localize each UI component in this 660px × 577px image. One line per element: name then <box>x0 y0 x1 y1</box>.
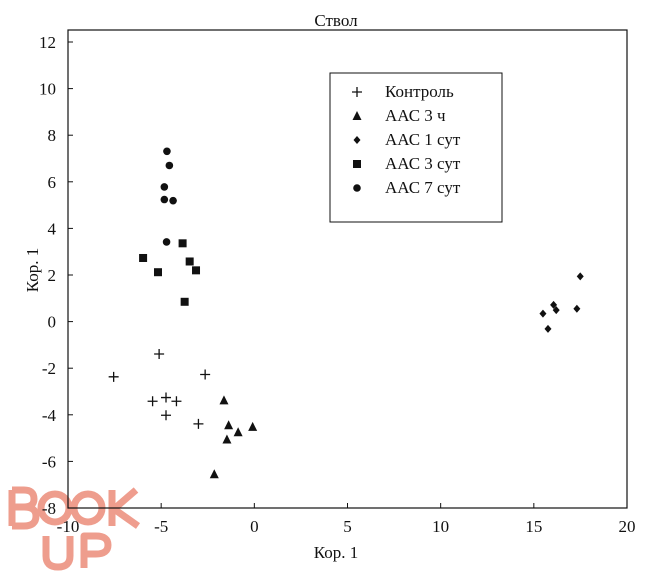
data-point-square <box>178 239 187 248</box>
legend-marker-circle <box>353 184 361 192</box>
data-point-plus <box>154 348 165 359</box>
x-axis-label: Кор. 1 <box>314 543 359 562</box>
data-point-square <box>139 253 148 262</box>
data-point-diamond <box>550 300 558 309</box>
data-point-diamond <box>544 324 552 333</box>
data-point-square <box>185 257 194 266</box>
x-tick-label: -5 <box>154 517 168 536</box>
data-point-diamond <box>573 304 581 313</box>
data-point-triangle <box>222 434 232 444</box>
data-point-plus <box>193 418 204 429</box>
legend-marker-square <box>353 160 361 168</box>
y-tick-label: 6 <box>48 173 57 192</box>
y-tick-label: -2 <box>42 359 56 378</box>
legend: Контроль ААС 3 ч ААС 1 сут ААС 3 сут ААС 7 с… <box>329 72 503 223</box>
data-point-plus <box>200 369 211 380</box>
data-point-diamond <box>552 306 560 315</box>
data-point-triangle <box>233 427 243 437</box>
legend-marker-diamond <box>353 136 361 144</box>
y-tick-label: 10 <box>39 80 56 99</box>
legend-label: ААС 1 сут <box>385 130 461 149</box>
data-point-triangle <box>219 395 229 405</box>
legend-marker-triangle <box>352 111 362 120</box>
data-point-plus <box>108 371 119 382</box>
data-point-circle <box>160 195 169 204</box>
legend-label: ААС 3 сут <box>385 154 461 173</box>
data-point-triangle <box>224 420 234 430</box>
y-tick-label: 8 <box>48 126 57 145</box>
data-point-circle <box>163 147 171 156</box>
y-tick-label: -4 <box>42 406 57 425</box>
x-tick-label: 15 <box>525 517 542 536</box>
y-tick-label: 4 <box>48 219 57 238</box>
data-point-square <box>153 268 162 277</box>
data-point-square <box>180 297 189 306</box>
data-point-square <box>192 266 201 275</box>
x-tick-label: 5 <box>343 517 352 536</box>
legend-label: ААС 7 сут <box>385 178 461 197</box>
watermark-letter-p <box>80 532 112 568</box>
data-point-diamond <box>539 309 547 318</box>
legend-box <box>329 72 503 223</box>
data-point-plus <box>147 396 158 407</box>
data-point-circle <box>160 183 169 191</box>
chart-title: Ствол <box>314 11 358 30</box>
y-axis-label: Кор. 1 <box>23 248 42 293</box>
data-point-circle <box>165 161 174 170</box>
data-point-diamond <box>576 272 584 281</box>
data-point-triangle <box>248 421 258 431</box>
data-point-triangle <box>209 469 219 479</box>
data-points <box>108 147 584 479</box>
data-point-circle <box>162 238 171 246</box>
data-point-plus <box>161 392 172 403</box>
x-tick-label: 0 <box>250 517 259 536</box>
axis-ticks: -10 -5 0 5 10 15 20 -8 -6 -4 -2 0 2 4 6 8 10 12 <box>39 33 636 536</box>
y-tick-label: 12 <box>39 33 56 52</box>
watermark-letter-b1 <box>8 486 40 530</box>
y-tick-label: -6 <box>42 452 56 471</box>
legend-label: Контроль <box>385 82 454 101</box>
data-point-plus <box>161 410 172 421</box>
legend-marker-plus <box>352 87 362 97</box>
x-tick-label: -10 <box>57 517 80 536</box>
legend-label: ААС 3 ч <box>385 106 446 125</box>
y-tick-label: 2 <box>48 266 57 285</box>
x-tick-label: 10 <box>432 517 449 536</box>
y-tick-label: 0 <box>48 313 57 332</box>
data-point-plus <box>171 396 182 407</box>
y-tick-label: -8 <box>42 499 56 518</box>
x-tick-label: 20 <box>619 517 636 536</box>
watermark-letter-u <box>42 536 74 571</box>
data-point-circle <box>169 196 177 205</box>
